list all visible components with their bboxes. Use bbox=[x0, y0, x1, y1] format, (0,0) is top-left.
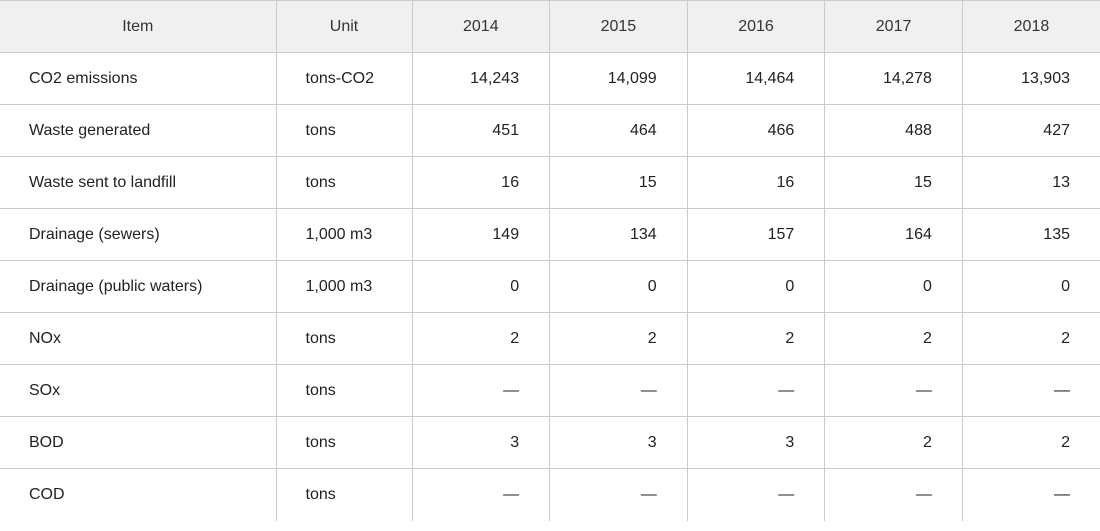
unit-cell: tons bbox=[275, 416, 413, 469]
value-cell: — bbox=[411, 364, 551, 417]
value-cell: 0 bbox=[961, 260, 1100, 313]
item-cell: BOD bbox=[0, 416, 277, 469]
item-cell: Waste generated bbox=[0, 104, 277, 157]
value-cell: 3 bbox=[686, 416, 826, 469]
value-cell: 149 bbox=[411, 208, 551, 261]
unit-cell: tons-CO2 bbox=[275, 52, 413, 105]
table-row-cod: COD tons — — — — — bbox=[0, 468, 1100, 521]
value-cell: — bbox=[549, 364, 688, 417]
value-cell: 16 bbox=[411, 156, 551, 209]
item-cell: COD bbox=[0, 468, 277, 521]
value-cell: 0 bbox=[824, 260, 963, 313]
value-cell: — bbox=[549, 468, 688, 521]
item-cell: Drainage (sewers) bbox=[0, 208, 277, 261]
value-cell: 2 bbox=[549, 312, 688, 365]
value-cell: 2 bbox=[961, 312, 1100, 365]
column-header-2014: 2014 bbox=[411, 0, 551, 53]
value-cell: 14,464 bbox=[686, 52, 826, 105]
unit-cell: tons bbox=[275, 312, 413, 365]
item-cell: CO2 emissions bbox=[0, 52, 277, 105]
value-cell: 0 bbox=[686, 260, 826, 313]
value-cell: 451 bbox=[411, 104, 551, 157]
unit-cell: 1,000 m3 bbox=[275, 208, 413, 261]
value-cell: — bbox=[411, 468, 551, 521]
column-header-2017: 2017 bbox=[824, 0, 963, 53]
item-cell: NOx bbox=[0, 312, 277, 365]
value-cell: 2 bbox=[686, 312, 826, 365]
value-cell: — bbox=[961, 468, 1100, 521]
item-cell: Drainage (public waters) bbox=[0, 260, 277, 313]
value-cell: 134 bbox=[549, 208, 688, 261]
unit-cell: tons bbox=[275, 104, 413, 157]
table-row-bod: BOD tons 3 3 3 2 2 bbox=[0, 416, 1100, 469]
value-cell: 14,278 bbox=[824, 52, 963, 105]
value-cell: — bbox=[686, 364, 826, 417]
value-cell: 3 bbox=[411, 416, 551, 469]
value-cell: 135 bbox=[961, 208, 1100, 261]
unit-cell: 1,000 m3 bbox=[275, 260, 413, 313]
column-header-2016: 2016 bbox=[686, 0, 826, 53]
column-header-item: Item bbox=[0, 0, 277, 53]
value-cell: 2 bbox=[824, 416, 963, 469]
column-header-2015: 2015 bbox=[549, 0, 688, 53]
table-row-sox: SOx tons — — — — — bbox=[0, 364, 1100, 417]
value-cell: — bbox=[961, 364, 1100, 417]
value-cell: 15 bbox=[549, 156, 688, 209]
table-row-co2-emissions: CO2 emissions tons-CO2 14,243 14,099 14,… bbox=[0, 52, 1100, 105]
value-cell: 13,903 bbox=[961, 52, 1100, 105]
item-cell: Waste sent to landfill bbox=[0, 156, 277, 209]
value-cell: 3 bbox=[549, 416, 688, 469]
unit-cell: tons bbox=[275, 364, 413, 417]
value-cell: 16 bbox=[686, 156, 826, 209]
unit-cell: tons bbox=[275, 468, 413, 521]
column-header-2018: 2018 bbox=[961, 0, 1100, 53]
value-cell: 14,243 bbox=[411, 52, 551, 105]
value-cell: 14,099 bbox=[549, 52, 688, 105]
unit-cell: tons bbox=[275, 156, 413, 209]
value-cell: 2 bbox=[824, 312, 963, 365]
value-cell: 464 bbox=[549, 104, 688, 157]
value-cell: 157 bbox=[686, 208, 826, 261]
value-cell: 0 bbox=[411, 260, 551, 313]
table-row-waste-sent-to-landfill: Waste sent to landfill tons 16 15 16 15 … bbox=[0, 156, 1100, 209]
value-cell: — bbox=[824, 364, 963, 417]
value-cell: 13 bbox=[961, 156, 1100, 209]
item-cell: SOx bbox=[0, 364, 277, 417]
value-cell: 0 bbox=[549, 260, 688, 313]
table-row-drainage-sewers: Drainage (sewers) 1,000 m3 149 134 157 1… bbox=[0, 208, 1100, 261]
value-cell: 15 bbox=[824, 156, 963, 209]
value-cell: 427 bbox=[961, 104, 1100, 157]
header-row: Item Unit 2014 2015 2016 2017 2018 bbox=[0, 0, 1100, 53]
value-cell: 2 bbox=[961, 416, 1100, 469]
column-header-unit: Unit bbox=[275, 0, 413, 53]
table-row-waste-generated: Waste generated tons 451 464 466 488 427 bbox=[0, 104, 1100, 157]
value-cell: 488 bbox=[824, 104, 963, 157]
value-cell: 2 bbox=[411, 312, 551, 365]
value-cell: — bbox=[824, 468, 963, 521]
value-cell: 466 bbox=[686, 104, 826, 157]
table-row-drainage-public-waters: Drainage (public waters) 1,000 m3 0 0 0 … bbox=[0, 260, 1100, 313]
value-cell: — bbox=[686, 468, 826, 521]
table-row-nox: NOx tons 2 2 2 2 2 bbox=[0, 312, 1100, 365]
value-cell: 164 bbox=[824, 208, 963, 261]
